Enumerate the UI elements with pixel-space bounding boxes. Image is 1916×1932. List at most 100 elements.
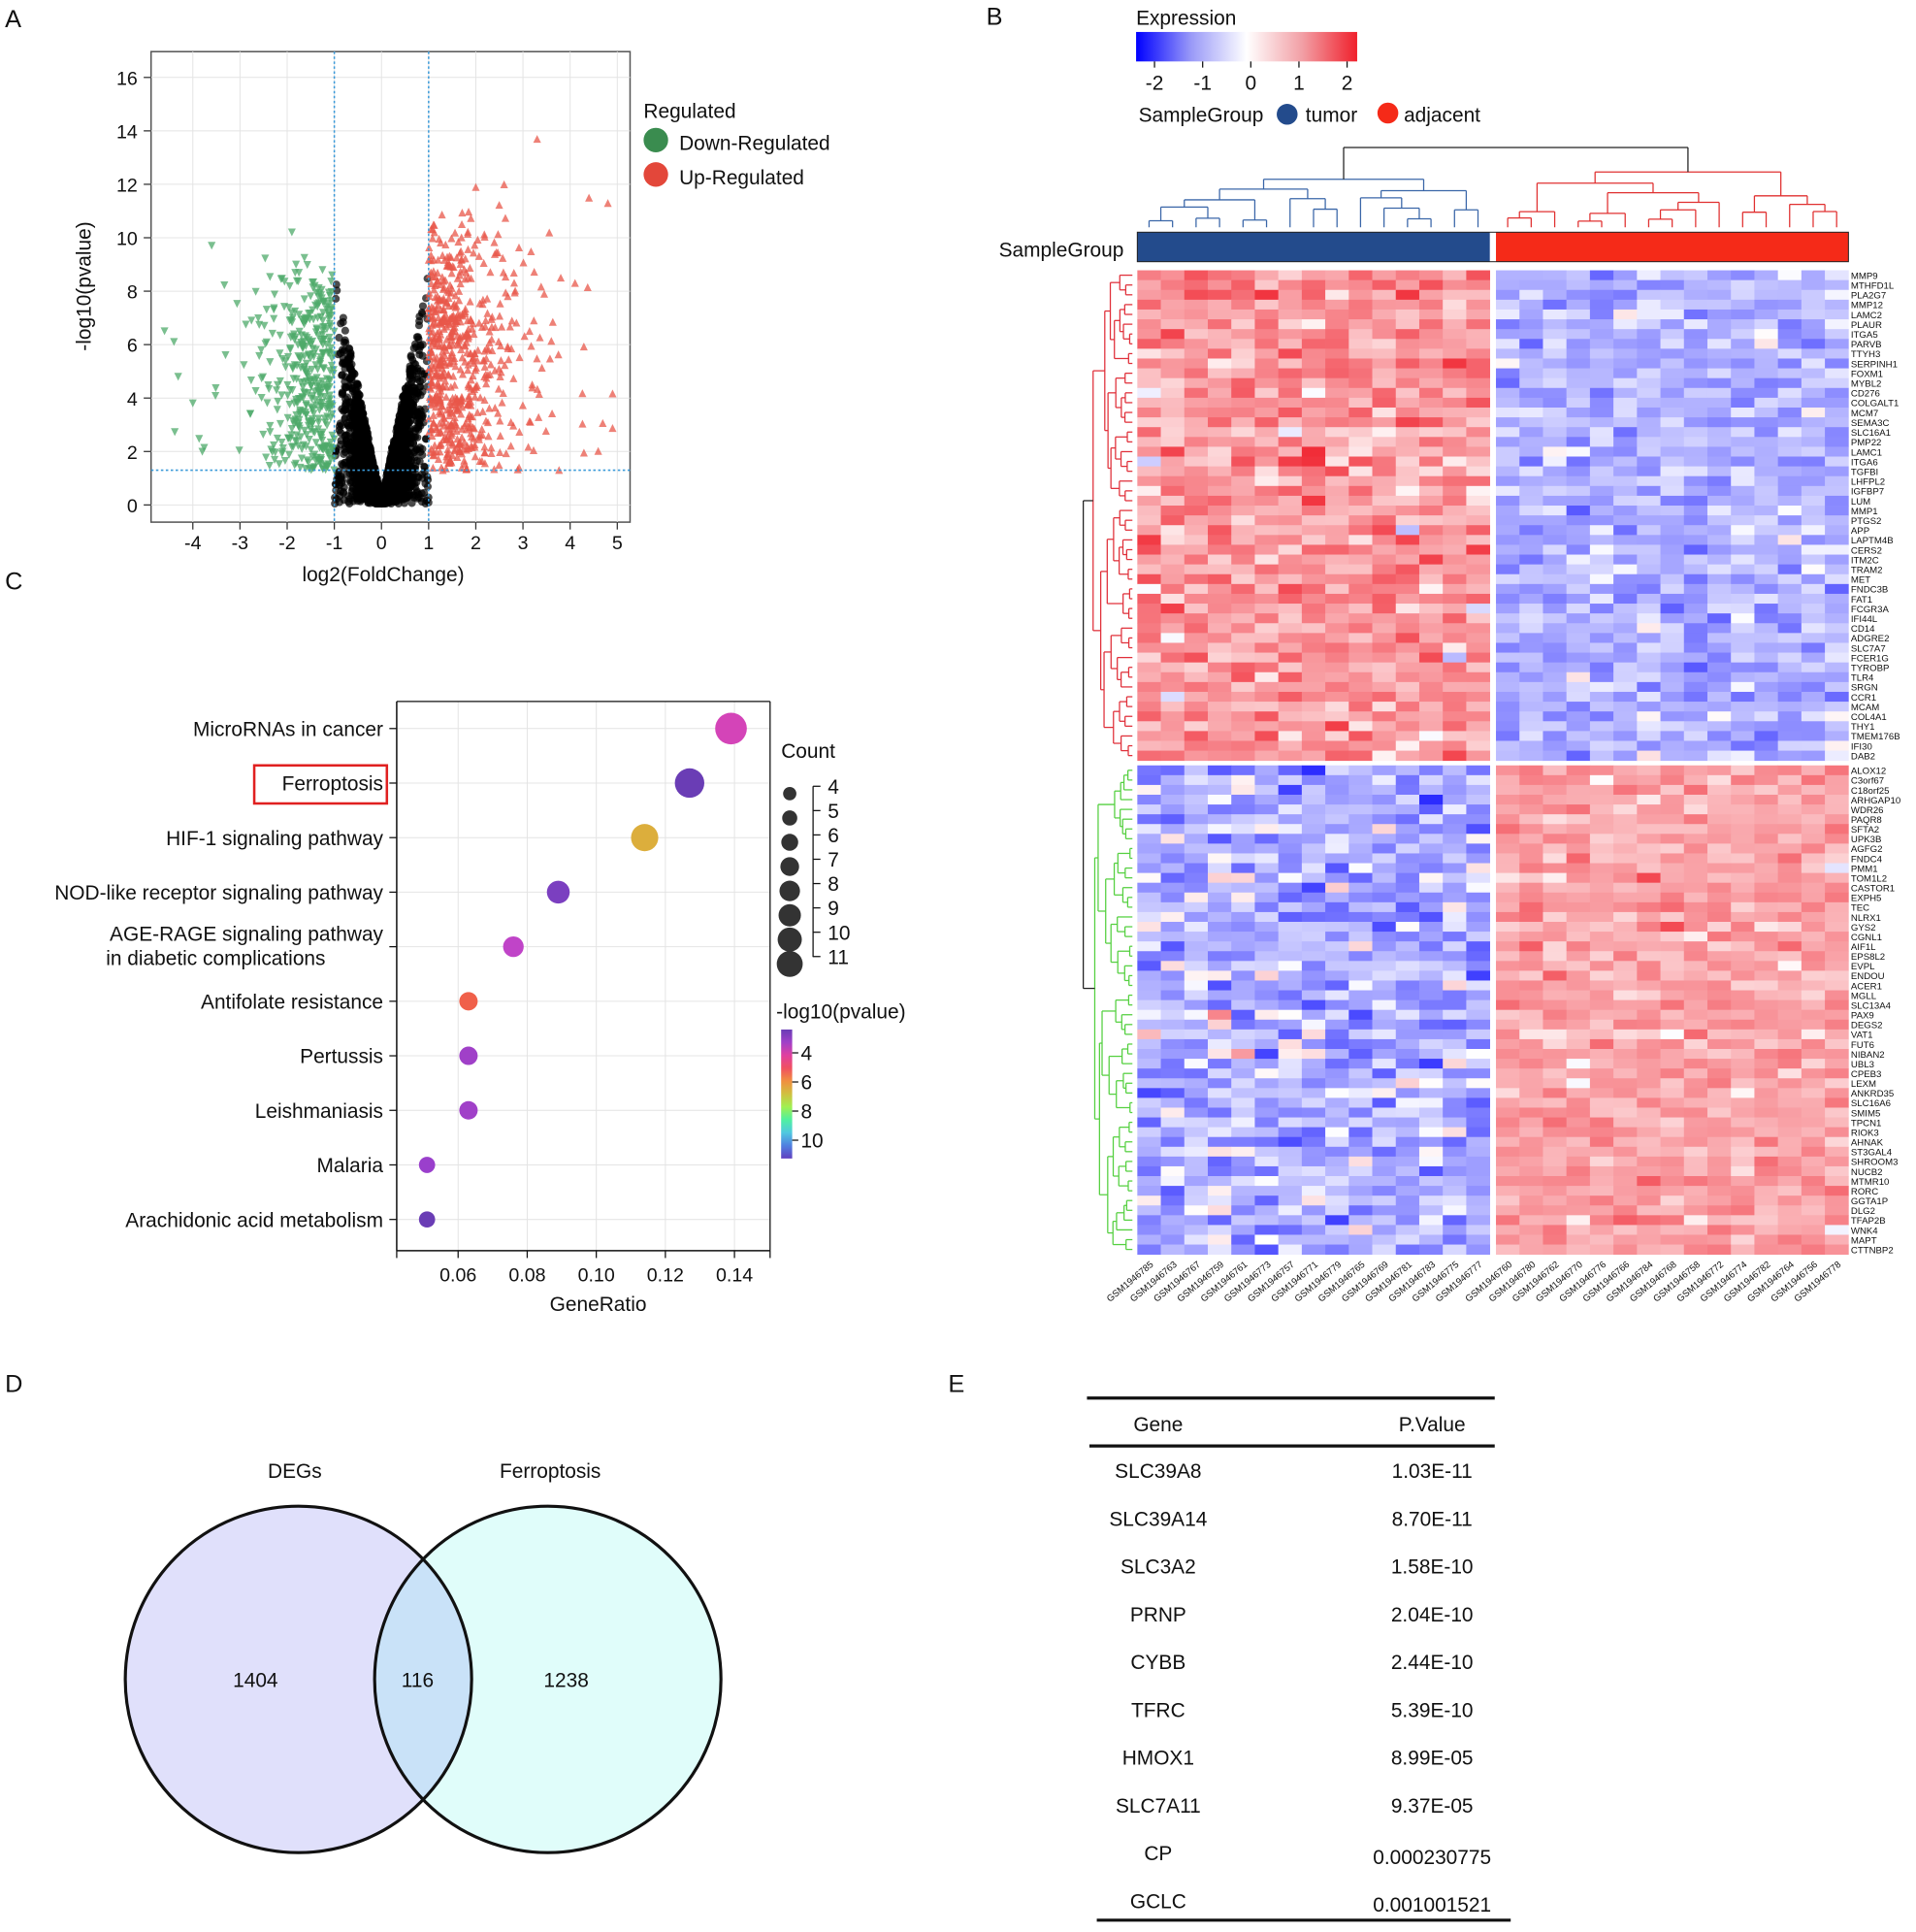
heatmap-cell: [1754, 289, 1779, 301]
heatmap-cell: [1231, 535, 1255, 545]
heatmap-cell: [1443, 407, 1467, 418]
heatmap-cell: [1731, 593, 1755, 605]
heatmap-cell: [1254, 270, 1280, 281]
heatmap-cell: [1254, 535, 1280, 545]
volcano-point-ns: [332, 294, 341, 303]
volcano-point-down: [305, 310, 313, 318]
heatmap-cell: [1301, 397, 1326, 409]
heatmap-cell: [1443, 633, 1467, 643]
heatmap-cell: [1706, 525, 1732, 536]
heatmap-cell: [1660, 427, 1685, 438]
heatmap-cell: [1706, 427, 1732, 438]
heatmap-cell: [1566, 604, 1591, 614]
heatmap-cell: [1466, 319, 1491, 330]
volcano-point-down: [329, 370, 338, 378]
heatmap-cell: [1184, 339, 1209, 349]
heatmap-cell: [1137, 319, 1161, 330]
heatmap-cell: [1418, 573, 1444, 585]
volcano-point-down: [276, 419, 285, 429]
volcano-point-ns: [336, 419, 344, 428]
heatmap-cell: [1566, 564, 1591, 575]
heatmap-cell: [1466, 583, 1491, 595]
heatmap-cell: [1660, 564, 1685, 575]
heatmap-cell: [1566, 535, 1591, 545]
heatmap-cell: [1372, 368, 1397, 379]
volcano-point-down: [264, 381, 273, 390]
volcano-point-down: [300, 295, 309, 304]
heatmap-cell: [1254, 456, 1280, 468]
heatmap-cell: [1613, 466, 1638, 477]
heatmap-cell: [1254, 583, 1280, 595]
heatmap-cell: [1466, 299, 1491, 311]
expression-tick-label: 2: [1342, 72, 1353, 94]
heatmap-cell: [1825, 554, 1849, 566]
heatmap-cell: [1372, 348, 1397, 359]
heatmap-cell: [1543, 485, 1568, 497]
heatmap-cell: [1418, 309, 1444, 320]
heatmap-cell: [1777, 564, 1802, 575]
heatmap-cell: [1777, 348, 1802, 359]
volcano-point-down: [302, 442, 310, 451]
heatmap-cell: [1731, 329, 1755, 340]
heatmap-cell: [1278, 397, 1303, 409]
heatmap-cell: [1395, 339, 1420, 349]
heatmap-cell: [1731, 613, 1755, 624]
volcano-point-down: [294, 352, 303, 361]
heatmap-cell: [1301, 495, 1326, 507]
heatmap-cell: [1543, 506, 1568, 516]
heatmap-cell: [1777, 456, 1802, 468]
heatmap-cell: [1519, 456, 1543, 468]
heatmap-cell: [1278, 407, 1303, 418]
heatmap-cell: [1184, 544, 1209, 555]
heatmap-cell: [1184, 564, 1209, 575]
heatmap-cell: [1637, 554, 1661, 566]
heatmap-cell: [1566, 417, 1591, 428]
heatmap-cell: [1466, 339, 1491, 349]
heatmap-cell: [1372, 299, 1397, 311]
heatmap-cell: [1660, 358, 1685, 369]
heatmap-cell: [1496, 437, 1520, 447]
annotation-label: SampleGroup: [999, 240, 1124, 262]
heatmap-cell: [1207, 348, 1232, 359]
heatmap-cell: [1418, 437, 1444, 447]
volcano-point-ns: [347, 416, 357, 425]
volcano-point-down: [315, 406, 324, 414]
heatmap-cell: [1519, 270, 1543, 281]
heatmap-cell: [1613, 573, 1638, 585]
heatmap-cell: [1706, 485, 1732, 497]
heatmap-cell: [1160, 554, 1185, 566]
heatmap-cell: [1496, 397, 1520, 409]
volcano-point-ns: [341, 413, 349, 422]
heatmap-cell: [1466, 329, 1491, 340]
heatmap-cell: [1519, 289, 1543, 301]
heatmap-cell: [1754, 515, 1779, 526]
annotation-adjacent: [1496, 232, 1849, 262]
heatmap-cell: [1395, 279, 1420, 291]
heatmap-cell: [1160, 319, 1185, 330]
heatmap-cell: [1543, 573, 1568, 585]
volcano-point-down: [307, 292, 315, 301]
volcano-point-down: [268, 447, 276, 456]
heatmap-cell: [1777, 427, 1802, 438]
heatmap-cell: [1395, 544, 1420, 555]
heatmap-cell: [1683, 485, 1708, 497]
panel-label-a: A: [5, 6, 21, 33]
heatmap-cell: [1325, 319, 1349, 330]
volcano-point-down: [289, 442, 298, 451]
heatmap-cell: [1825, 506, 1849, 516]
heatmap-cell: [1754, 544, 1779, 555]
heatmap-cell: [1231, 544, 1255, 555]
heatmap-cell: [1443, 368, 1467, 379]
heatmap-cell: [1754, 456, 1779, 468]
heatmap-cell: [1254, 466, 1280, 477]
heatmap-cell: [1325, 485, 1349, 497]
volcano-point-ns: [338, 405, 346, 413]
heatmap-cell: [1754, 427, 1779, 438]
heatmap-cell: [1160, 417, 1185, 428]
volcano-point-down: [278, 444, 287, 453]
heatmap-cell: [1543, 495, 1568, 507]
heatmap-cell: [1418, 466, 1444, 477]
heatmap-cell: [1801, 348, 1826, 359]
volcano-x-tick-label: 2: [471, 533, 481, 554]
heatmap-cell: [1395, 623, 1420, 634]
